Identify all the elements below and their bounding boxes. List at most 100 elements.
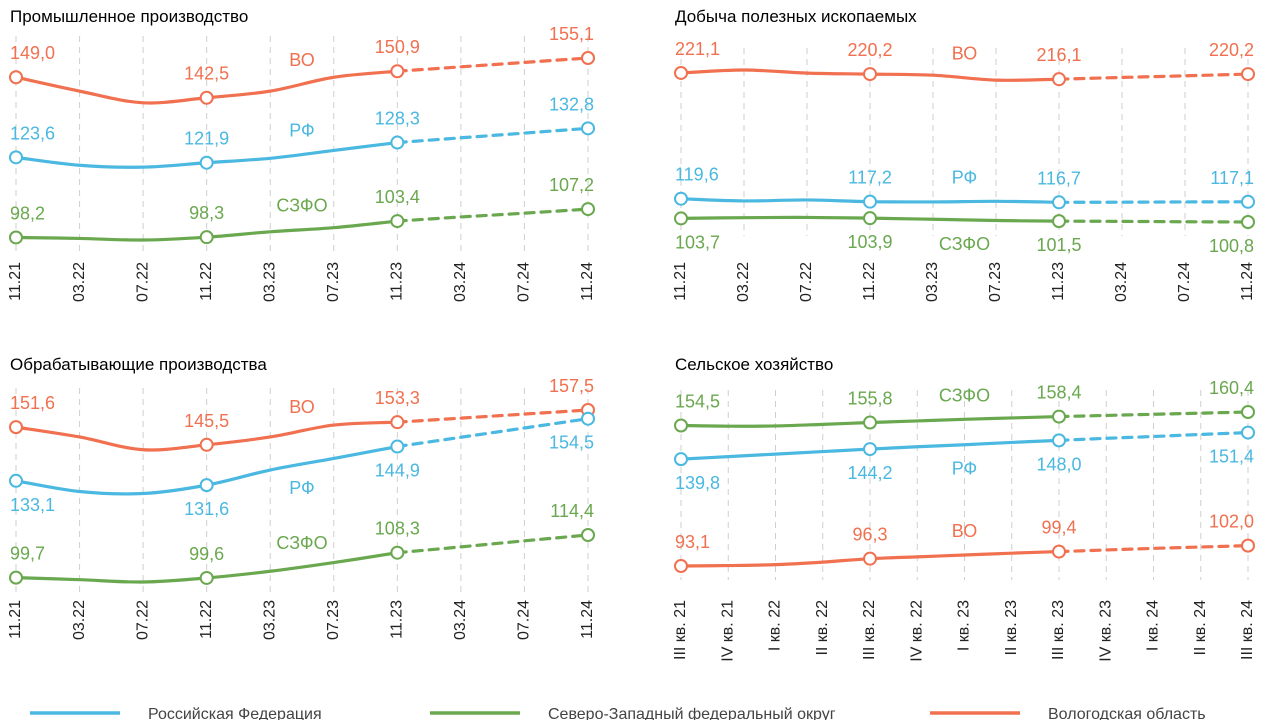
x-tick-label: II кв. 24 <box>1192 600 1209 656</box>
x-tick-label: 07.22 <box>134 600 151 640</box>
value-label: 153,3 <box>375 388 420 408</box>
value-label: 98,3 <box>189 203 224 223</box>
point-marker <box>1052 409 1066 424</box>
x-tick-label: 07.23 <box>325 262 342 302</box>
value-label: 98,2 <box>10 203 45 223</box>
x-tick-label: 11.21 <box>7 262 24 301</box>
value-label: 144,9 <box>375 461 420 481</box>
point-marker <box>863 67 877 82</box>
x-tick-label: IV кв. 22 <box>908 600 925 662</box>
value-label: 117,2 <box>848 168 892 188</box>
point-marker <box>674 191 688 206</box>
point-marker <box>390 135 405 150</box>
series-tag: ВО <box>289 397 314 417</box>
point-marker <box>863 194 877 209</box>
point-marker <box>581 411 595 426</box>
value-label: 100,8 <box>1209 236 1254 256</box>
point-marker <box>9 70 23 85</box>
point-marker <box>199 437 214 452</box>
point-marker <box>9 230 23 245</box>
forecast-line <box>395 126 590 145</box>
series-tag: СЗФО <box>939 385 990 405</box>
point-marker <box>863 551 877 566</box>
point-marker <box>674 559 688 573</box>
value-label: 221,1 <box>675 39 720 59</box>
x-tick-label: 11.23 <box>1050 262 1067 301</box>
value-label: 154,5 <box>549 433 594 453</box>
panel: Сельское хозяйство III кв. 21 IV кв. 21 I к… <box>672 355 1256 662</box>
x-tick-label: IV кв. 21 <box>719 600 736 662</box>
forecast-line <box>1057 219 1250 224</box>
value-label: 102,0 <box>1209 512 1254 532</box>
x-tick-label: 11.22 <box>861 262 878 301</box>
point-marker <box>863 211 877 226</box>
x-tick-label: 03.22 <box>71 600 88 640</box>
x-tick-label: III кв. 22 <box>861 600 878 660</box>
x-tick-label: 07.22 <box>134 262 151 302</box>
value-label: 149,0 <box>10 43 55 63</box>
x-tick-label: 07.22 <box>798 262 815 302</box>
x-tick-label: 03.22 <box>735 262 752 302</box>
series-tag: РФ <box>289 478 315 498</box>
x-tick-label: I кв. 24 <box>1145 600 1162 651</box>
panel-title: Обрабатывающие производства <box>10 355 267 374</box>
point-marker <box>1241 67 1255 82</box>
point-marker <box>1241 425 1255 440</box>
series-tag: СЗФО <box>276 196 327 216</box>
x-tick-label: III кв. 23 <box>1050 600 1067 660</box>
x-tick-label: 07.24 <box>516 600 533 640</box>
value-label: 220,2 <box>847 40 892 60</box>
point-marker <box>581 121 595 136</box>
x-tick-label: 11.24 <box>579 262 596 301</box>
x-tick-label: 11.21 <box>672 262 689 301</box>
x-tick-label: 11.24 <box>1239 262 1256 301</box>
value-label: 114,4 <box>550 501 594 521</box>
x-tick-label: 11.21 <box>7 600 24 639</box>
x-tick-label: 03.24 <box>452 600 469 640</box>
forecast-line <box>1057 410 1250 419</box>
x-tick-label: II кв. 22 <box>814 600 831 656</box>
x-tick-label: 03.23 <box>261 262 278 302</box>
legend-label: Северо-Западный федеральный округ <box>548 706 836 720</box>
value-label: 139,8 <box>675 473 720 493</box>
point-marker <box>9 473 23 488</box>
value-label: 116,7 <box>1037 168 1081 188</box>
x-tick-label: 03.23 <box>261 600 278 640</box>
point-marker <box>390 415 405 430</box>
series-tag: РФ <box>289 120 315 140</box>
value-label: 158,4 <box>1036 383 1081 403</box>
value-label: 132,8 <box>549 94 594 114</box>
panel: Добыча полезных ископаемых 11.21 03.22 07.2… <box>672 7 1256 302</box>
value-label: 108,3 <box>375 519 420 539</box>
forecast-line <box>395 408 590 424</box>
forecast-line <box>1057 430 1250 442</box>
value-label: 103,9 <box>847 232 892 252</box>
point-marker <box>9 420 23 435</box>
point-marker <box>390 214 405 229</box>
x-tick-label: I кв. 22 <box>767 600 784 651</box>
point-marker <box>581 51 595 65</box>
value-label: 150,9 <box>375 37 420 57</box>
x-tick-label: IV кв. 23 <box>1097 600 1114 662</box>
x-tick-label: 07.23 <box>325 600 342 640</box>
point-marker <box>863 415 877 430</box>
x-tick-label: 03.22 <box>71 262 88 302</box>
x-tick-label: II кв. 23 <box>1003 600 1020 656</box>
forecast-line <box>1057 544 1250 554</box>
value-label: 148,0 <box>1036 454 1081 474</box>
point-marker <box>1052 72 1066 87</box>
value-label: 220,2 <box>1209 40 1254 60</box>
panel-title: Промышленное производство <box>10 7 248 26</box>
point-marker <box>1052 544 1066 559</box>
point-marker <box>1241 215 1255 229</box>
value-label: 155,8 <box>847 389 892 409</box>
forecast-line <box>1057 72 1250 81</box>
value-label: 103,7 <box>675 232 720 252</box>
point-marker <box>674 418 688 433</box>
x-tick-label: 11.22 <box>198 262 215 301</box>
x-tick-label: 11.24 <box>579 600 596 639</box>
value-label: 154,5 <box>675 392 720 412</box>
x-tick-label: III кв. 24 <box>1239 600 1256 660</box>
x-tick-label: 11.23 <box>389 262 406 301</box>
point-marker <box>199 478 214 493</box>
